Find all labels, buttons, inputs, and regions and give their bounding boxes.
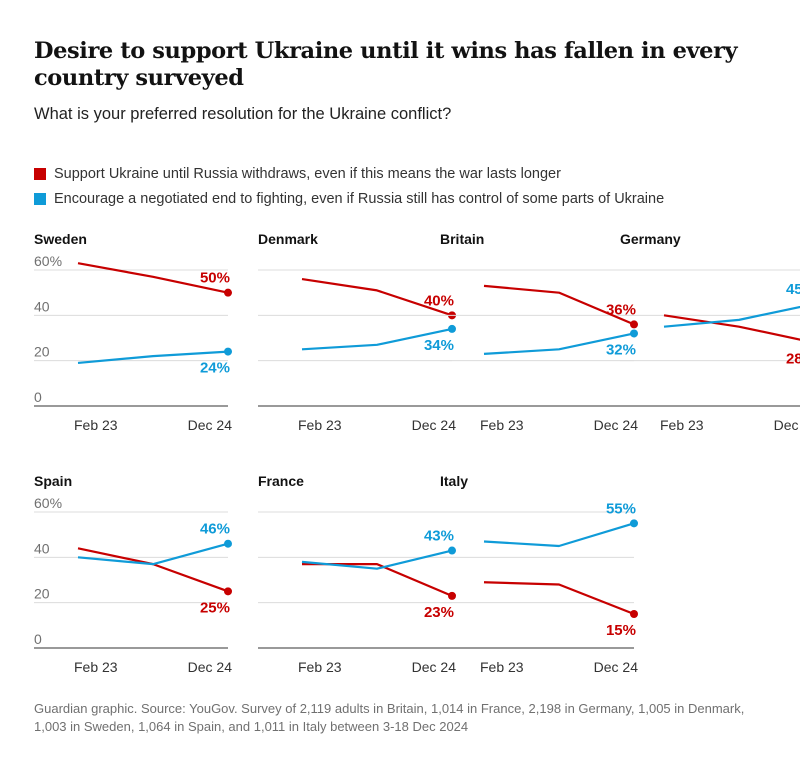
- x-tick-label-italy-end: Dec 24: [594, 659, 639, 675]
- y-tick-label-spain-20: 20: [34, 586, 50, 602]
- panel-title-denmark: Denmark: [258, 231, 318, 247]
- data-label-france-negotiate: 43%: [424, 528, 454, 545]
- data-label-denmark-negotiate: 34%: [424, 337, 454, 354]
- panel-title-germany: Germany: [620, 231, 681, 247]
- data-label-italy-negotiate: 55%: [606, 500, 636, 517]
- x-tick-label-france-start: Feb 23: [298, 659, 342, 675]
- end-point-france-support: [448, 591, 456, 600]
- legend-item-support: Support Ukraine until Russia withdraws, …: [34, 163, 664, 185]
- chart-title: Desire to support Ukraine until it wins …: [34, 38, 738, 91]
- end-point-italy-support: [630, 610, 638, 618]
- data-label-italy-support: 15%: [606, 622, 636, 639]
- y-tick-label-spain-0: 0: [34, 631, 42, 647]
- panel-title-britain: Britain: [440, 231, 484, 247]
- data-label-spain-negotiate: 46%: [200, 521, 230, 538]
- series-line-italy-negotiate: [483, 522, 635, 548]
- panel-title-sweden: Sweden: [34, 231, 87, 247]
- x-tick-label-denmark-start: Feb 23: [298, 417, 342, 433]
- data-label-britain-support: 36%: [606, 301, 636, 318]
- legend-swatch-negotiate: [34, 193, 46, 205]
- legend-label-negotiate: Encourage a negotiated end to fighting, …: [54, 191, 665, 207]
- y-tick-label-sweden-40: 40: [34, 298, 50, 314]
- data-label-france-support: 23%: [424, 604, 454, 621]
- series-line-france-negotiate: [301, 549, 453, 570]
- x-tick-label-germany-start: Feb 23: [660, 417, 704, 433]
- legend-label-support: Support Ukraine until Russia withdraws, …: [54, 166, 561, 182]
- series-line-britain-support: [483, 284, 635, 326]
- series-line-denmark-support: [301, 277, 453, 317]
- data-label-denmark-support: 40%: [424, 292, 454, 309]
- y-tick-label-spain-40: 40: [34, 540, 50, 556]
- legend-item-negotiate: Encourage a negotiated end to fighting, …: [34, 188, 664, 210]
- series-line-germany-negotiate: [663, 305, 800, 328]
- end-point-denmark-negotiate: [448, 324, 456, 333]
- data-label-germany-support: 28%: [786, 351, 800, 368]
- y-tick-label-sweden-20: 20: [34, 344, 50, 360]
- end-point-britain-negotiate: [630, 329, 638, 338]
- x-tick-label-britain-start: Feb 23: [480, 417, 524, 433]
- legend: Support Ukraine until Russia withdraws, …: [34, 163, 664, 213]
- x-tick-label-sweden-end: Dec 24: [188, 417, 233, 433]
- x-tick-label-france-end: Dec 24: [412, 659, 457, 675]
- data-label-spain-support: 25%: [200, 599, 230, 616]
- panel-title-spain: Spain: [34, 473, 72, 489]
- data-label-sweden-support: 50%: [200, 270, 230, 287]
- series-line-denmark-negotiate: [301, 327, 453, 351]
- x-tick-label-sweden-start: Feb 23: [74, 417, 118, 433]
- x-tick-label-germany-end: Dec 24: [774, 417, 800, 433]
- end-point-italy-negotiate: [630, 519, 638, 528]
- x-tick-label-spain-end: Dec 24: [188, 659, 233, 675]
- panel-title-france: France: [258, 473, 304, 489]
- x-tick-label-spain-start: Feb 23: [74, 659, 118, 675]
- end-point-britain-support: [630, 320, 638, 329]
- legend-swatch-support: [34, 168, 46, 180]
- end-point-france-negotiate: [448, 546, 456, 555]
- source-note: Guardian graphic. Source: YouGov. Survey…: [34, 701, 745, 734]
- data-label-britain-negotiate: 32%: [606, 341, 636, 358]
- end-point-spain-support: [224, 587, 232, 596]
- series-line-sweden-negotiate: [77, 350, 229, 365]
- end-point-sweden-negotiate: [224, 347, 232, 356]
- series-line-germany-support: [663, 314, 800, 341]
- x-tick-label-denmark-end: Dec 24: [412, 417, 457, 433]
- y-tick-label-spain-60: 60%: [34, 495, 62, 511]
- series-line-italy-support: [483, 581, 635, 616]
- chart-subtitle: What is your preferred resolution for th…: [34, 105, 452, 123]
- x-tick-label-italy-start: Feb 23: [480, 659, 524, 675]
- series-line-spain-negotiate: [77, 542, 229, 566]
- x-tick-label-britain-end: Dec 24: [594, 417, 639, 433]
- end-point-spain-negotiate: [224, 539, 232, 548]
- end-point-sweden-support: [224, 288, 232, 297]
- y-tick-label-sweden-60: 60%: [34, 253, 62, 269]
- series-line-britain-negotiate: [483, 332, 635, 355]
- series-line-sweden-support: [77, 262, 229, 294]
- data-label-sweden-negotiate: 24%: [200, 360, 230, 377]
- panel-title-italy: Italy: [440, 473, 468, 489]
- data-label-germany-negotiate: 45%: [786, 281, 800, 298]
- series-line-spain-support: [77, 547, 229, 593]
- y-tick-label-sweden-0: 0: [34, 389, 42, 405]
